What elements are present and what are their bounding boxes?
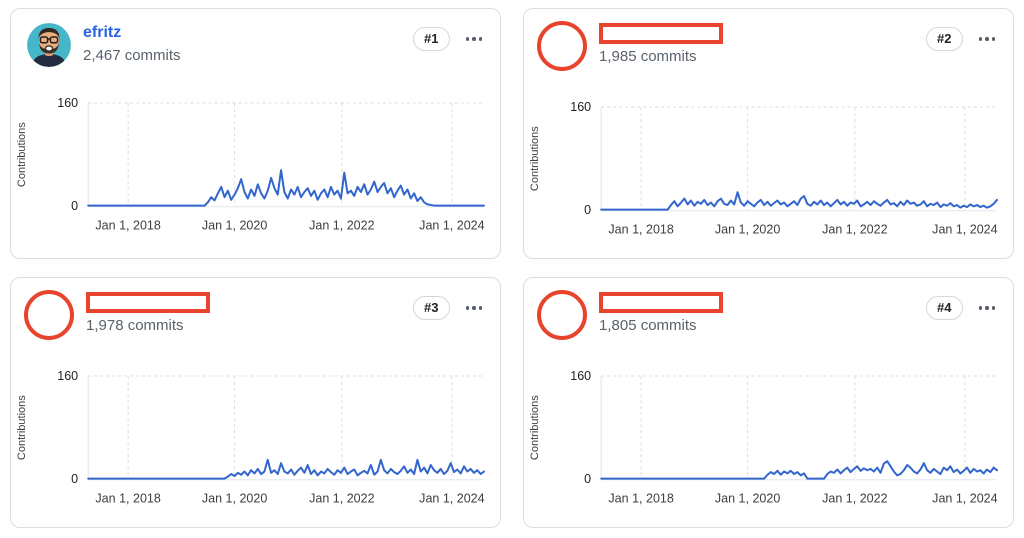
svg-text:Jan 1, 2024: Jan 1, 2024 bbox=[932, 222, 997, 236]
contributor-card-3: 1,978 commits #3 Jan 1, 2018 Jan 1, 2020 J… bbox=[10, 277, 501, 528]
svg-text:Contributions: Contributions bbox=[16, 395, 28, 460]
kebab-menu-button[interactable] bbox=[977, 300, 998, 316]
svg-text:Jan 1, 2020: Jan 1, 2020 bbox=[715, 491, 780, 505]
avatar-photo-icon bbox=[27, 23, 71, 67]
header-actions: #1 bbox=[413, 23, 484, 51]
svg-text:160: 160 bbox=[570, 100, 591, 114]
username-redacted-box[interactable] bbox=[599, 292, 723, 313]
svg-text:Contributions: Contributions bbox=[529, 395, 541, 460]
svg-text:Jan 1, 2018: Jan 1, 2018 bbox=[95, 218, 160, 232]
svg-text:Jan 1, 2018: Jan 1, 2018 bbox=[608, 491, 673, 505]
contributor-card-2: 1,985 commits #2 Jan 1, 2018 Jan 1, 2020 J… bbox=[523, 8, 1014, 259]
commit-count: 1,805 commits bbox=[599, 317, 697, 334]
card-header: 1,978 commits #3 bbox=[11, 278, 500, 340]
kebab-horizontal-icon bbox=[465, 306, 482, 310]
identity-block: efritz 2,467 commits bbox=[83, 23, 181, 66]
username-link[interactable]: efritz bbox=[83, 24, 122, 41]
svg-text:Jan 1, 2022: Jan 1, 2022 bbox=[309, 491, 374, 505]
avatar-redacted[interactable] bbox=[24, 290, 74, 340]
svg-text:Jan 1, 2020: Jan 1, 2020 bbox=[202, 218, 267, 232]
kebab-menu-button[interactable] bbox=[977, 31, 998, 47]
contributor-card-4: 1,805 commits #4 Jan 1, 2018 Jan 1, 2020 J… bbox=[523, 277, 1014, 528]
svg-text:Jan 1, 2022: Jan 1, 2022 bbox=[309, 218, 374, 232]
svg-text:Contributions: Contributions bbox=[16, 122, 28, 187]
header-actions: #2 bbox=[926, 23, 997, 51]
contributions-chart: Jan 1, 2018 Jan 1, 2020 Jan 1, 2022 Jan 1, … bbox=[524, 360, 1013, 516]
svg-text:Jan 1, 2022: Jan 1, 2022 bbox=[822, 222, 887, 236]
svg-text:0: 0 bbox=[71, 472, 78, 486]
avatar-redacted[interactable] bbox=[537, 290, 587, 340]
avatar[interactable] bbox=[27, 23, 71, 67]
commit-count: 1,978 commits bbox=[86, 317, 184, 334]
username-redacted-box[interactable] bbox=[86, 292, 210, 313]
header-actions: #4 bbox=[926, 292, 997, 320]
commit-count: 2,467 commits bbox=[83, 47, 181, 64]
card-header: 1,985 commits #2 bbox=[524, 9, 1013, 71]
kebab-menu-button[interactable] bbox=[464, 300, 485, 316]
contributions-chart: Jan 1, 2018 Jan 1, 2020 Jan 1, 2022 Jan 1, … bbox=[11, 360, 500, 516]
svg-text:0: 0 bbox=[71, 199, 78, 213]
card-header: efritz 2,467 commits #1 bbox=[11, 9, 500, 67]
svg-text:Jan 1, 2018: Jan 1, 2018 bbox=[95, 491, 160, 505]
contributor-card-1: efritz 2,467 commits #1 Jan 1, 2018 Jan 1… bbox=[10, 8, 501, 259]
rank-badge: #2 bbox=[926, 27, 963, 51]
header-actions: #3 bbox=[413, 292, 484, 320]
avatar-redacted[interactable] bbox=[537, 21, 587, 71]
identity-block: 1,985 commits bbox=[599, 23, 723, 67]
svg-text:0: 0 bbox=[584, 472, 591, 486]
identity-block: 1,978 commits bbox=[86, 292, 210, 336]
svg-text:Jan 1, 2020: Jan 1, 2020 bbox=[202, 491, 267, 505]
contributions-chart: Jan 1, 2018 Jan 1, 2020 Jan 1, 2022 Jan 1, … bbox=[524, 91, 1013, 247]
contributions-chart: Jan 1, 2018 Jan 1, 2020 Jan 1, 2022 Jan 1, … bbox=[11, 87, 500, 243]
svg-text:Jan 1, 2024: Jan 1, 2024 bbox=[419, 218, 484, 232]
svg-text:160: 160 bbox=[570, 369, 591, 383]
svg-text:0: 0 bbox=[584, 203, 591, 217]
card-header: 1,805 commits #4 bbox=[524, 278, 1013, 340]
rank-badge: #3 bbox=[413, 296, 450, 320]
commit-count: 1,985 commits bbox=[599, 48, 697, 65]
svg-text:Contributions: Contributions bbox=[529, 126, 541, 191]
kebab-horizontal-icon bbox=[465, 37, 482, 41]
svg-text:160: 160 bbox=[57, 369, 78, 383]
rank-badge: #1 bbox=[413, 27, 450, 51]
svg-text:Jan 1, 2024: Jan 1, 2024 bbox=[419, 491, 484, 505]
identity-block: 1,805 commits bbox=[599, 292, 723, 336]
kebab-menu-button[interactable] bbox=[464, 31, 485, 47]
kebab-horizontal-icon bbox=[978, 306, 995, 310]
svg-text:160: 160 bbox=[57, 96, 78, 110]
svg-text:Jan 1, 2024: Jan 1, 2024 bbox=[932, 491, 997, 505]
svg-text:Jan 1, 2018: Jan 1, 2018 bbox=[608, 222, 673, 236]
kebab-horizontal-icon bbox=[978, 37, 995, 41]
rank-badge: #4 bbox=[926, 296, 963, 320]
svg-text:Jan 1, 2020: Jan 1, 2020 bbox=[715, 222, 780, 236]
svg-text:Jan 1, 2022: Jan 1, 2022 bbox=[822, 491, 887, 505]
username-redacted-box[interactable] bbox=[599, 23, 723, 44]
